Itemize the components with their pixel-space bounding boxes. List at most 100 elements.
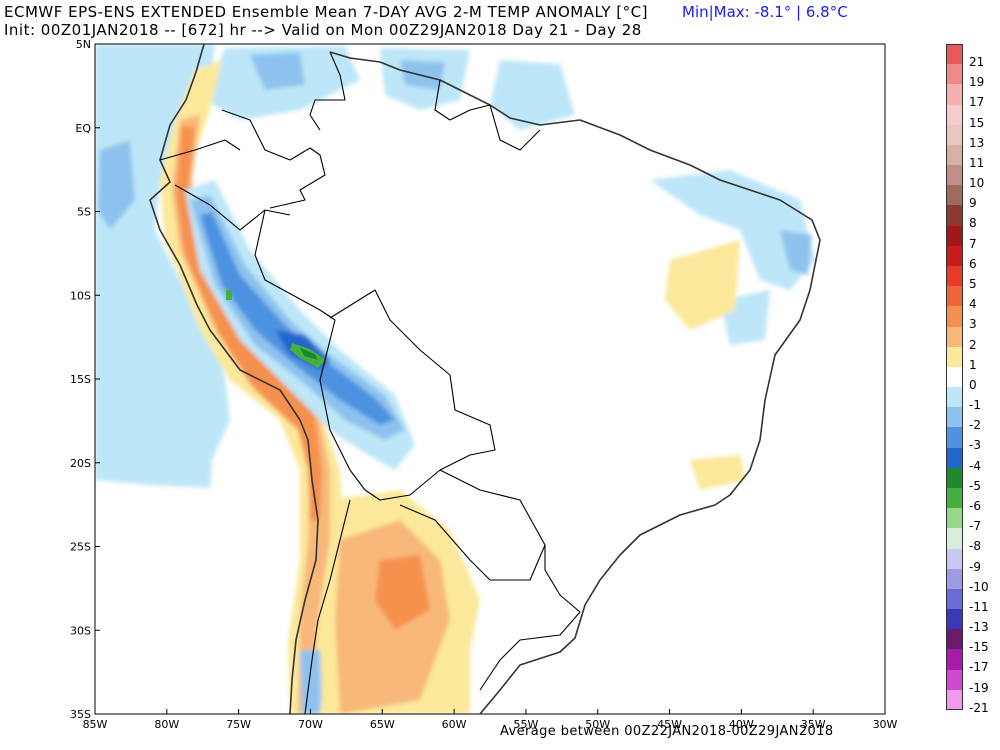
- colorbar-level: 17: [946, 84, 1000, 109]
- colorbar-label: -5: [969, 478, 981, 493]
- secondary-cold-spot: [226, 290, 232, 300]
- colorbar-label: 3: [969, 317, 977, 332]
- colorbar-level: 1: [946, 346, 1000, 372]
- ne-brazil-warm-patch: [665, 240, 740, 330]
- colorbar-label: 8: [969, 216, 977, 231]
- southern-warm-core: [375, 555, 430, 630]
- border-colombia-ecuador: [159, 139, 241, 161]
- colorbar-label: -6: [969, 499, 981, 513]
- colorbar-label: 19: [969, 75, 985, 90]
- andes-warm-3: [176, 125, 322, 520]
- lon-tick-label: 80W: [154, 718, 179, 731]
- colorbar-label: -1: [969, 398, 981, 413]
- colorbar-level: -8: [946, 528, 1000, 553]
- border-peru-brazil: [254, 209, 336, 381]
- colorbar-swatch: [946, 629, 963, 650]
- colorbar-level: 0: [946, 366, 1000, 392]
- colorbar-label: 0: [969, 377, 977, 392]
- colorbar-level: -5: [946, 467, 1000, 493]
- ne-coast-cool-core: [780, 230, 812, 275]
- colorbar-label: 2: [969, 337, 977, 352]
- colorbar-level: 15: [946, 104, 1000, 130]
- colorbar-label: 9: [969, 196, 977, 211]
- colorbar-swatch: [946, 245, 963, 266]
- colorbar-swatch: [946, 467, 963, 488]
- colorbar-label: -8: [969, 539, 981, 554]
- longitude-ticks: 85W 80W 75W 70W 65W 60W 55W 50W 45W 40W 35W 30W: [83, 709, 898, 731]
- init-valid-line: Init: 00Z01JAN2018 -- [672] hr --> Valid…: [4, 21, 642, 39]
- ne-coast-cool-anomaly: [650, 170, 815, 290]
- lat-tick-label: 35S: [70, 708, 91, 721]
- anomaly-field: [95, 44, 885, 714]
- colorbar-swatch: [946, 84, 963, 105]
- lat-tick-label: 5S: [77, 206, 91, 219]
- border-paraguay: [399, 469, 546, 581]
- colorbar-label: 1: [969, 357, 977, 372]
- colorbar-label: -11: [969, 599, 989, 614]
- colorbar-level: -4: [946, 447, 1000, 473]
- colorbar-swatch: [946, 447, 963, 468]
- colorbar-level: 7: [946, 225, 1000, 251]
- colorbar-swatch: [946, 306, 963, 327]
- colorbar-label: -15: [969, 640, 989, 655]
- lat-tick-label: EQ: [75, 122, 91, 135]
- colorbar-label: -21: [969, 700, 989, 715]
- colorbar-level: 19: [946, 64, 1000, 89]
- colorbar-label: 13: [969, 135, 985, 150]
- anomaly-map: 5N EQ 5S 10S 15S 20S 25S 30S 35S 85W 80W 75W 70W 65W…: [70, 38, 898, 731]
- colorbar-level: -21: [946, 689, 1000, 715]
- lon-tick-label: 30W: [873, 718, 898, 731]
- andes-cold-2: [190, 195, 405, 440]
- colorbar-level: 11: [946, 144, 1000, 170]
- colorbar-swatch: [946, 528, 963, 549]
- political-borders: [159, 51, 581, 714]
- colorbar-swatch: [946, 366, 963, 388]
- lon-tick-label: 55W: [513, 718, 538, 731]
- colorbar-swatch: [946, 346, 963, 367]
- colorbar-swatch: [946, 387, 963, 408]
- border-bolivia-brazil: [329, 289, 496, 471]
- colorbar-label: -2: [969, 418, 981, 433]
- colorbar-level: 5: [946, 266, 1000, 291]
- colorbar-level: 6: [946, 245, 1000, 271]
- border-colombia-peru: [174, 184, 291, 231]
- colorbar-level: 8: [946, 205, 1000, 230]
- colorbar-swatch: [946, 609, 963, 630]
- north-cool-core: [250, 52, 305, 90]
- average-period-note: Average between 00Z22JAN2018-00Z29JAN201…: [500, 724, 834, 739]
- amapa-cool-anomaly: [490, 60, 575, 130]
- colorbar-swatch: [946, 286, 963, 307]
- border-guianas: [434, 79, 541, 151]
- lon-tick-label: 40W: [729, 718, 754, 731]
- colorbar-level: 21: [946, 44, 1000, 69]
- colorbar-swatch: [946, 689, 963, 710]
- colorbar-level: -9: [946, 548, 1000, 574]
- colorbar-swatch: [946, 427, 963, 448]
- colorbar-swatch: [946, 185, 963, 206]
- colorbar-swatch: [946, 104, 963, 125]
- colorbar-label: 6: [969, 256, 977, 271]
- colorbar-label: -3: [969, 438, 981, 453]
- colorbar-label: 11: [969, 155, 985, 170]
- lon-tick-label: 85W: [83, 718, 108, 731]
- colorbar-swatch: [946, 124, 963, 145]
- colorbar-level: -17: [946, 649, 1000, 674]
- pacific-cool-patch: [98, 140, 135, 230]
- colorbar-level: 10: [946, 165, 1000, 190]
- colorbar-level: -3: [946, 427, 1000, 452]
- colorbar-level: -10: [946, 568, 1000, 594]
- colorbar-swatch: [946, 205, 963, 226]
- colorbar-swatch: [946, 649, 963, 670]
- colorbar-swatch: [946, 165, 963, 186]
- coastline: [149, 44, 821, 714]
- lat-tick-label: 25S: [70, 541, 91, 554]
- colorbar-level: -1: [946, 387, 1000, 412]
- colorbar-label: -19: [969, 680, 989, 695]
- colorbar-level: 4: [946, 286, 1000, 311]
- colorbar-label: -13: [969, 620, 989, 635]
- andes-cold-chile: [300, 650, 322, 714]
- colorbar-legend: 21 19 17 15 13 11 10 9 8 7 6 5 4 3 2 1 0 -1 -2 -3 -4 -5 -6 -7 -8…: [946, 44, 1000, 715]
- colorbar-swatch: [946, 407, 963, 428]
- andes-cold-3: [200, 212, 395, 425]
- colorbar-swatch: [946, 326, 963, 347]
